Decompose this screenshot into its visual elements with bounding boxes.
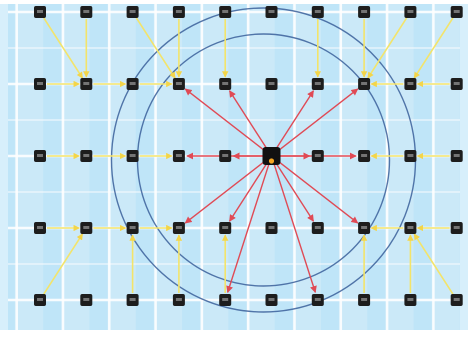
secondary-link (413, 233, 454, 295)
network-node-face (314, 10, 321, 13)
network-node-face (222, 226, 229, 229)
primary-link (278, 88, 359, 152)
network-node-face (83, 226, 90, 229)
network-node-face (314, 298, 321, 301)
network-node-face (407, 154, 414, 157)
network-node-face (175, 154, 182, 157)
cell-stripe (182, 4, 201, 330)
primary-link (273, 164, 317, 294)
network-node-face (175, 226, 182, 229)
network-node-face (407, 82, 414, 85)
network-node-face (129, 298, 136, 301)
network-node-face (268, 298, 275, 301)
network-node-face (175, 82, 182, 85)
cell-stripe (459, 4, 468, 330)
network-node-face (83, 10, 90, 13)
network-node-face (268, 10, 275, 13)
network-node-face (268, 226, 275, 229)
network-node-face (453, 226, 460, 229)
network-node-face (222, 298, 229, 301)
network-node-face (268, 82, 275, 85)
network-node-face (37, 226, 43, 229)
primary-link (226, 164, 270, 294)
central-node (262, 147, 281, 165)
cell-stripe (43, 4, 62, 330)
network-node-face (129, 226, 136, 229)
network-node-face (314, 154, 321, 157)
network-node-face (222, 82, 229, 85)
network-node-face (37, 10, 43, 13)
network-node-face (222, 10, 229, 13)
network-node-face (407, 226, 414, 229)
network-node-face (361, 10, 368, 13)
network-node-face (222, 154, 229, 157)
network-node-face (453, 82, 460, 85)
network-node-face (37, 154, 43, 157)
network-node-face (361, 298, 368, 301)
primary-link (228, 163, 268, 222)
cell-stripe (274, 4, 293, 330)
network-node-face (129, 10, 136, 13)
network-node-face (407, 298, 414, 301)
network-node-face (175, 10, 182, 13)
secondary-link (413, 17, 454, 79)
network-node-face (314, 82, 321, 85)
network-node-face (129, 82, 136, 85)
secondary-link (43, 233, 84, 295)
network-node-face (37, 298, 43, 301)
secondary-link (43, 17, 84, 79)
cell-stripe (413, 4, 432, 330)
cell-stripe (135, 4, 154, 330)
cell-stripe (0, 4, 15, 330)
network-node-face (37, 82, 43, 85)
primary-link (275, 90, 315, 149)
primary-link (228, 90, 268, 149)
network-node-face (453, 298, 460, 301)
network-node-face (83, 82, 90, 85)
primary-link (278, 160, 359, 224)
network-node-face (361, 154, 368, 157)
cell-stripe (367, 4, 386, 330)
primary-link (184, 88, 265, 152)
primary-link (275, 163, 315, 222)
cell-stripe (320, 4, 339, 330)
primary-links-layer (184, 88, 359, 294)
network-node-face (453, 154, 460, 157)
secondary-link (135, 17, 176, 79)
secondary-links-layer (43, 17, 454, 295)
network-node-face (83, 298, 90, 301)
central-node-indicator (268, 158, 275, 164)
background-layer (0, 4, 468, 330)
secondary-link (367, 17, 408, 79)
primary-link (184, 160, 265, 224)
nodes-layer (34, 6, 463, 306)
network-node-face (129, 154, 136, 157)
network-node-face (314, 226, 321, 229)
network-node-face (83, 154, 90, 157)
network-node-face (407, 10, 414, 13)
cell-stripe (89, 4, 108, 330)
network-node-face (361, 82, 368, 85)
network-node-face (361, 226, 368, 229)
network-node-face (453, 10, 460, 13)
network-node-face (175, 298, 182, 301)
